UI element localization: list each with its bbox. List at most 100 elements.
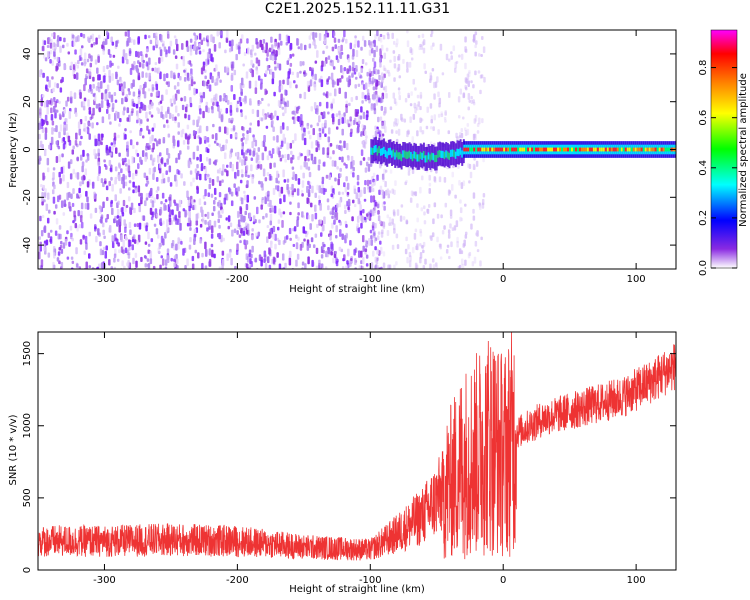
heatmap-cell bbox=[616, 147, 619, 152]
heatmap-cell bbox=[343, 162, 346, 166]
heatmap-cell bbox=[295, 234, 298, 239]
heatmap-cell bbox=[84, 115, 88, 122]
heatmap-cell bbox=[337, 47, 341, 52]
heatmap-cell bbox=[196, 163, 199, 169]
heatmap-cell bbox=[386, 188, 389, 195]
heatmap-cell bbox=[493, 147, 496, 152]
heatmap-cell bbox=[317, 133, 320, 141]
heatmap-cell bbox=[283, 179, 287, 183]
heatmap-cell bbox=[433, 176, 437, 182]
heatmap-cell bbox=[177, 112, 180, 117]
heatmap-cell bbox=[56, 62, 59, 68]
heatmap-cell bbox=[125, 167, 128, 172]
heatmap-cell bbox=[60, 240, 63, 245]
heatmap-cell bbox=[475, 147, 478, 152]
heatmap-cell bbox=[69, 206, 72, 212]
heatmap-cell bbox=[231, 61, 235, 69]
heatmap-cell bbox=[306, 80, 310, 87]
heatmap-cell bbox=[169, 209, 172, 215]
heatmap-cell bbox=[551, 147, 554, 152]
heatmap-cell bbox=[150, 114, 154, 118]
heatmap-cell bbox=[211, 249, 214, 258]
heatmap-cell bbox=[117, 65, 120, 69]
heatmap-cell bbox=[400, 204, 404, 208]
heatmap-cell bbox=[539, 147, 542, 152]
heatmap-cell bbox=[203, 201, 207, 206]
heatmap-cell bbox=[472, 215, 476, 221]
heatmap-cell bbox=[124, 181, 128, 187]
heatmap-cell bbox=[395, 38, 399, 45]
heatmap-cell bbox=[318, 78, 322, 83]
heatmap-cell bbox=[295, 242, 299, 250]
heatmap-cell bbox=[389, 106, 393, 111]
heatmap-cell bbox=[97, 82, 100, 89]
heatmap-cell bbox=[326, 78, 329, 83]
heatmap-cell bbox=[243, 194, 247, 201]
heatmap-cell bbox=[187, 114, 191, 121]
x-tick-label: -300 bbox=[93, 274, 116, 285]
heatmap-cell bbox=[176, 258, 179, 265]
heatmap-cell bbox=[310, 237, 314, 243]
heatmap-cell bbox=[58, 194, 62, 200]
heatmap-cell bbox=[56, 66, 59, 70]
heatmap-cell bbox=[109, 121, 112, 125]
heatmap-cell bbox=[474, 44, 477, 49]
heatmap-cell bbox=[114, 237, 118, 241]
heatmap-cell bbox=[468, 69, 471, 74]
heatmap-cell bbox=[127, 196, 131, 202]
heatmap-cell bbox=[326, 147, 330, 156]
heatmap-cell bbox=[89, 213, 93, 219]
heatmap-cell bbox=[411, 247, 415, 254]
heatmap-cell bbox=[246, 180, 249, 188]
heatmap-cell bbox=[389, 169, 393, 174]
heatmap-cell bbox=[387, 33, 390, 40]
heatmap-cell bbox=[399, 152, 402, 160]
heatmap-cell bbox=[327, 136, 331, 143]
heatmap-cell bbox=[397, 152, 400, 160]
heatmap-cell bbox=[288, 186, 292, 190]
heatmap-cell bbox=[149, 250, 153, 259]
heatmap-cell bbox=[363, 216, 367, 221]
heatmap-cell bbox=[362, 208, 365, 214]
heatmap-cell bbox=[291, 71, 295, 76]
heatmap-cell bbox=[454, 61, 458, 69]
heatmap-cell bbox=[136, 223, 140, 228]
heatmap-cell bbox=[242, 63, 245, 67]
heatmap-cell bbox=[141, 63, 145, 69]
heatmap-cell bbox=[97, 141, 101, 147]
heatmap-cell bbox=[357, 198, 361, 205]
heatmap-cell bbox=[84, 127, 88, 133]
heatmap-cell bbox=[189, 48, 193, 56]
heatmap-cell bbox=[351, 73, 354, 79]
heatmap-cell bbox=[101, 116, 105, 124]
heatmap-cell bbox=[126, 262, 129, 267]
heatmap-cell bbox=[430, 235, 433, 241]
heatmap-cell bbox=[62, 242, 66, 249]
heatmap-cell bbox=[444, 110, 447, 116]
heatmap-cell bbox=[50, 136, 54, 145]
heatmap-cell bbox=[135, 260, 138, 268]
heatmap-cell bbox=[327, 205, 330, 211]
heatmap-cell bbox=[376, 210, 380, 216]
heatmap-cell bbox=[145, 145, 148, 151]
heatmap-cell bbox=[469, 147, 472, 152]
heatmap-cell bbox=[300, 125, 304, 131]
heatmap-cell bbox=[371, 208, 375, 216]
heatmap-cell bbox=[181, 104, 185, 111]
heatmap-cell bbox=[440, 214, 443, 219]
heatmap-cell bbox=[375, 99, 379, 106]
heatmap-cell bbox=[392, 50, 396, 54]
heatmap-cell bbox=[278, 63, 282, 71]
heatmap-cell bbox=[205, 147, 208, 153]
heatmap-cell bbox=[242, 98, 245, 103]
heatmap-cell bbox=[192, 119, 195, 126]
heatmap-cell bbox=[366, 110, 369, 118]
heatmap-cell bbox=[297, 156, 300, 161]
heatmap-cell bbox=[207, 79, 210, 85]
heatmap-cell bbox=[224, 144, 227, 150]
heatmap-cell bbox=[382, 34, 386, 40]
heatmap-cell bbox=[307, 130, 311, 135]
heatmap-cell bbox=[96, 176, 100, 182]
heatmap-cell bbox=[122, 49, 126, 58]
heatmap-cell bbox=[410, 48, 414, 55]
